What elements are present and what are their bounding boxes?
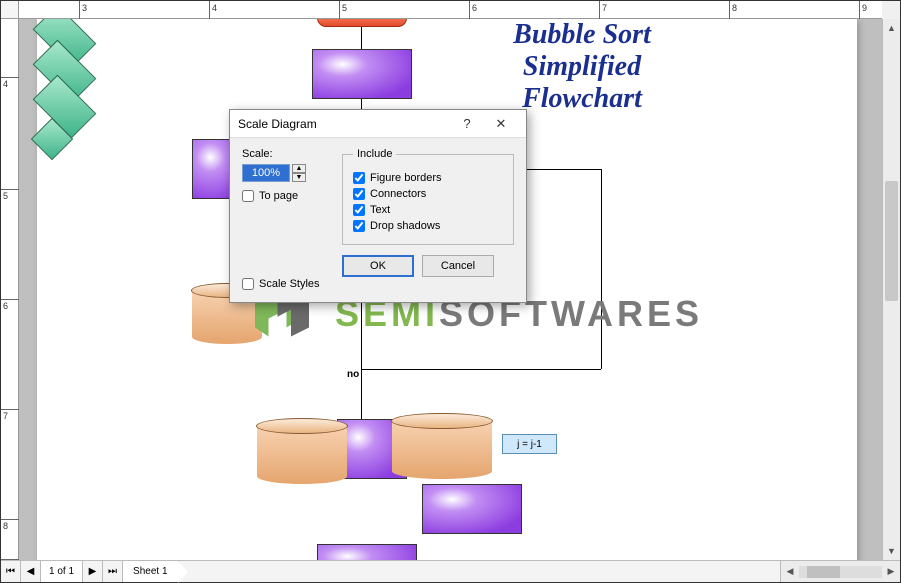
- scroll-right-button[interactable]: ▶: [882, 566, 900, 577]
- include-legend: Include: [353, 148, 396, 160]
- to-page-checkbox-row[interactable]: To page: [242, 190, 330, 202]
- data-store-shape[interactable]: [257, 419, 347, 484]
- scroll-up-button[interactable]: ▲: [883, 19, 900, 37]
- figure-borders-checkbox[interactable]: [353, 172, 365, 184]
- hscroll-track[interactable]: [799, 566, 882, 578]
- dialog-title: Scale Diagram: [238, 117, 317, 131]
- to-page-label: To page: [259, 190, 298, 202]
- figure-borders-row[interactable]: Figure borders: [353, 172, 503, 184]
- scale-styles-checkbox[interactable]: [242, 278, 254, 290]
- scale-styles-checkbox-row[interactable]: Scale Styles: [242, 278, 330, 290]
- vertical-scrollbar[interactable]: ▲ ▼: [882, 19, 900, 560]
- ruler-corner: [1, 1, 19, 19]
- text-row[interactable]: Text: [353, 204, 503, 216]
- first-page-button[interactable]: ⏮: [1, 561, 21, 582]
- cancel-button[interactable]: Cancel: [422, 255, 494, 277]
- hscroll-thumb[interactable]: [807, 566, 840, 578]
- scale-down-button[interactable]: ▼: [292, 173, 306, 182]
- connector-label-no: no: [347, 369, 359, 380]
- status-bar: ⏮ ◀ 1 of 1 ▶ ⏭ Sheet 1 ◀ ▶: [1, 560, 900, 582]
- scale-up-button[interactable]: ▲: [292, 164, 306, 173]
- next-page-button[interactable]: ▶: [83, 561, 103, 582]
- page-indicator: 1 of 1: [41, 561, 83, 582]
- help-button[interactable]: ?: [450, 116, 484, 131]
- horizontal-scrollbar[interactable]: ◀ ▶: [780, 561, 900, 582]
- connectors-checkbox[interactable]: [353, 188, 365, 200]
- scroll-thumb[interactable]: [885, 181, 898, 301]
- scroll-left-button[interactable]: ◀: [781, 566, 799, 577]
- sheet-tab[interactable]: Sheet 1: [123, 561, 178, 582]
- scale-label: Scale:: [242, 148, 330, 160]
- to-page-checkbox[interactable]: [242, 190, 254, 202]
- process-shape[interactable]: [422, 484, 522, 534]
- assignment-text: j = j-1: [517, 439, 542, 450]
- diagram-title: Bubble Sort Simplified Flowchart: [417, 19, 747, 116]
- last-page-button[interactable]: ⏭: [103, 561, 123, 582]
- connectors-row[interactable]: Connectors: [353, 188, 503, 200]
- dialog-titlebar[interactable]: Scale Diagram ? ✕: [230, 110, 526, 138]
- process-shape[interactable]: [312, 49, 412, 99]
- text-checkbox[interactable]: [353, 204, 365, 216]
- prev-page-button[interactable]: ◀: [21, 561, 41, 582]
- drop-shadows-row[interactable]: Drop shadows: [353, 220, 503, 232]
- include-group: Include Figure borders Connectors Text D…: [342, 148, 514, 245]
- close-button[interactable]: ✕: [484, 116, 518, 132]
- process-shape[interactable]: [317, 544, 417, 560]
- terminator-shape[interactable]: [317, 19, 407, 27]
- ruler-horizontal: 3 4 5 6 7 8 9: [19, 1, 882, 19]
- ruler-vertical: 4 5 6 7 8 9: [1, 19, 19, 560]
- data-store-shape[interactable]: [392, 414, 492, 479]
- connector: [361, 369, 601, 370]
- scale-input[interactable]: [242, 164, 290, 182]
- connector: [601, 169, 602, 369]
- connector: [361, 27, 362, 49]
- scroll-down-button[interactable]: ▼: [883, 542, 900, 560]
- drop-shadows-checkbox[interactable]: [353, 220, 365, 232]
- scale-diagram-dialog: Scale Diagram ? ✕ Scale: ▲ ▼ To page Sca…: [229, 109, 527, 303]
- ok-button[interactable]: OK: [342, 255, 414, 277]
- scale-styles-label: Scale Styles: [259, 278, 320, 290]
- assignment-box[interactable]: j = j-1: [502, 434, 557, 454]
